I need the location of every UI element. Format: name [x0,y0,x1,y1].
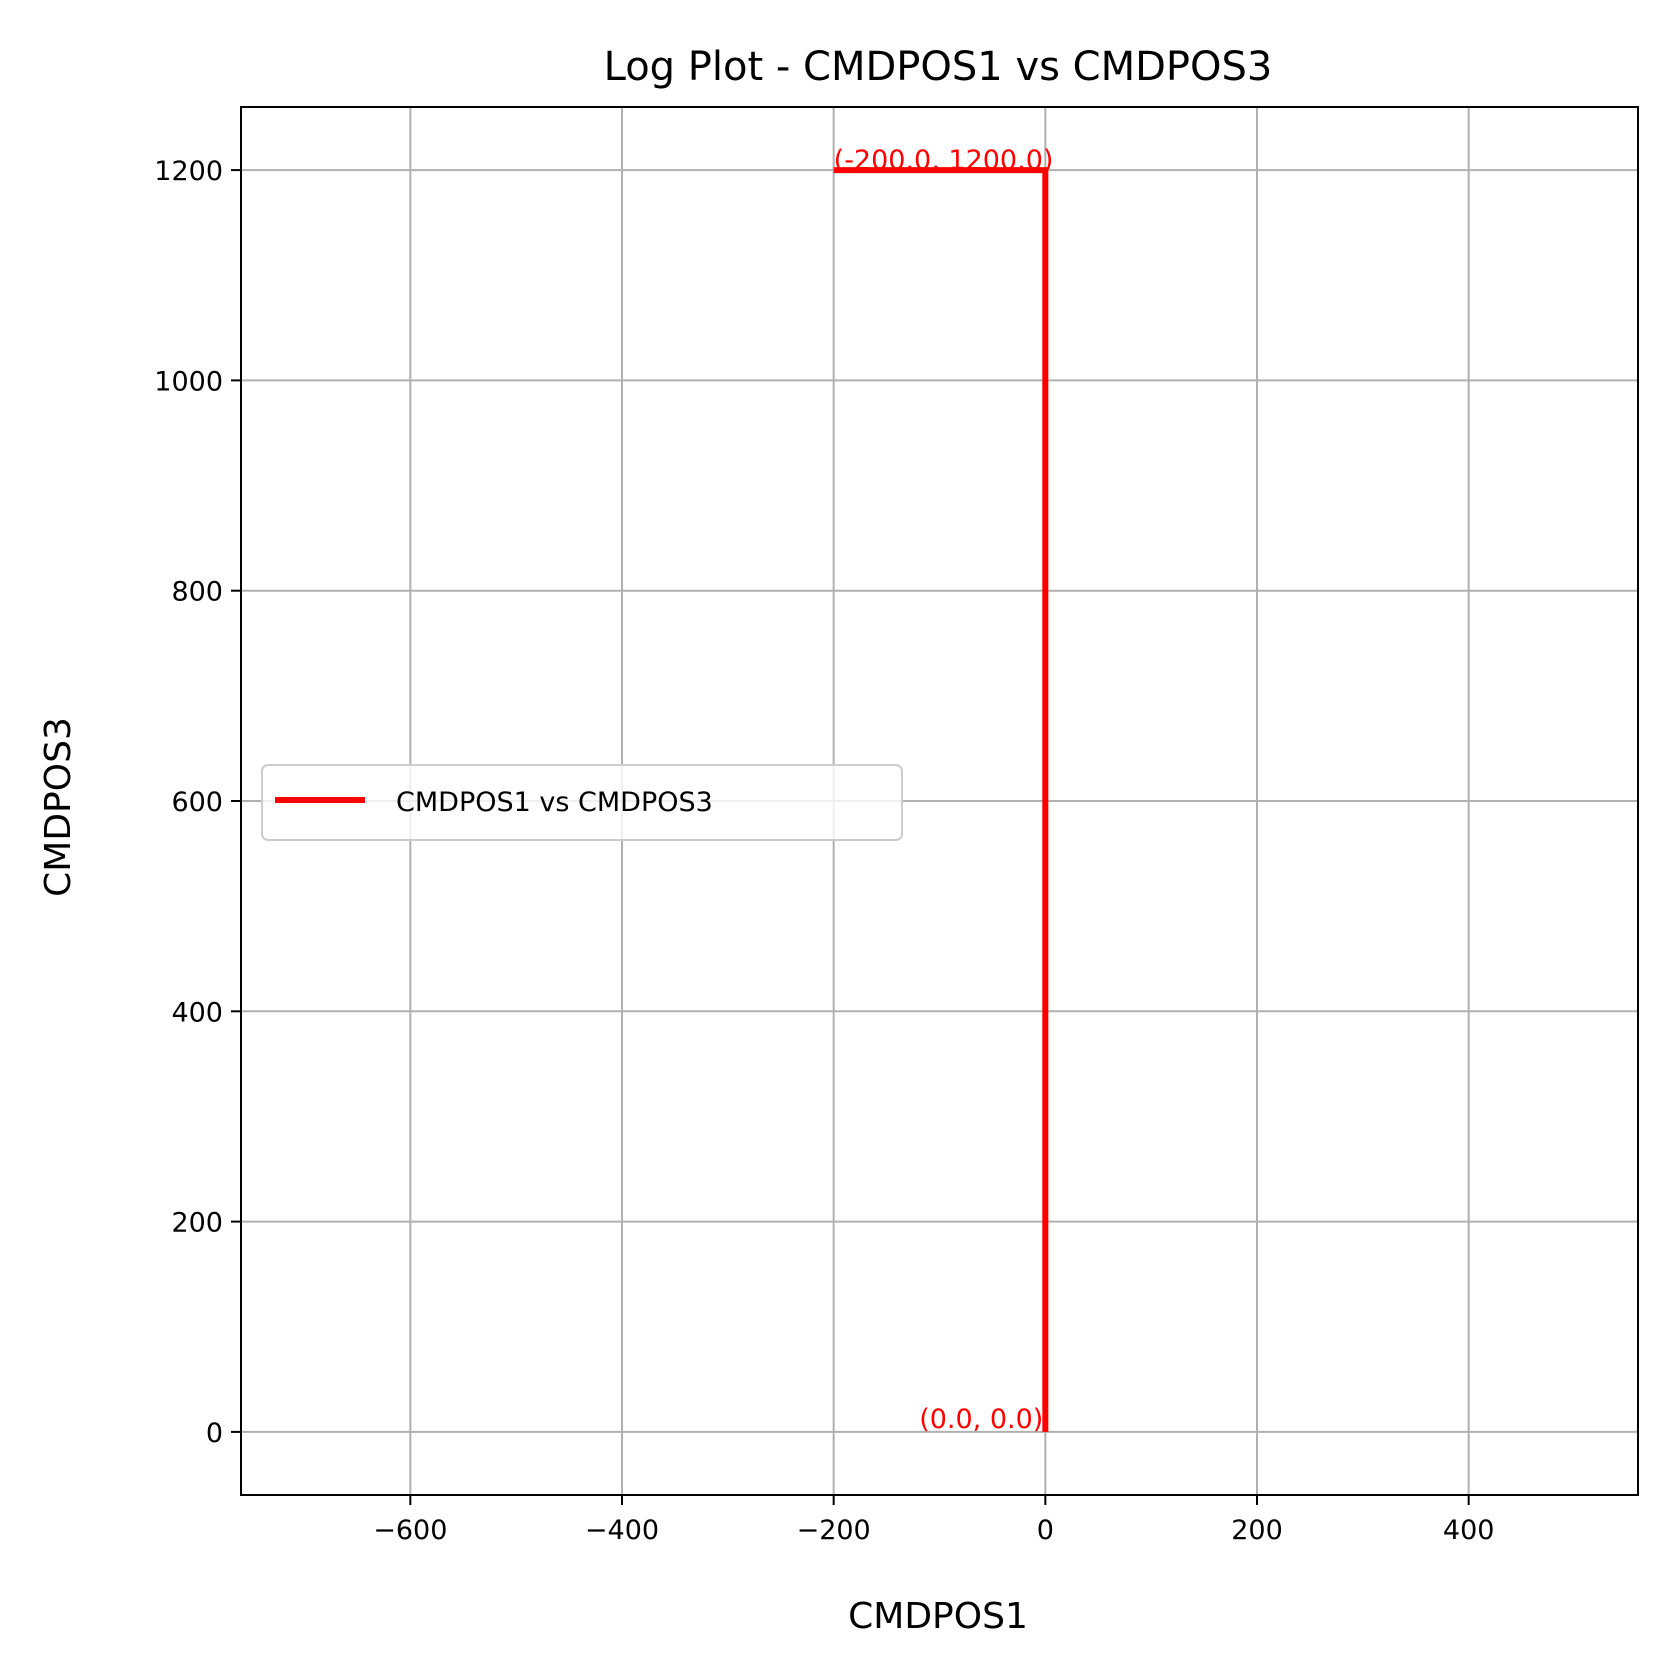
legend: CMDPOS1 vs CMDPOS3 [261,764,903,841]
y-tick-label: 800 [171,577,223,608]
point-annotation: (0.0, 0.0) [919,1404,1043,1435]
x-tick-label: 400 [1443,1515,1495,1546]
y-axis-label: CMDPOS3 [38,717,79,897]
y-tick-label: 200 [171,1208,223,1239]
series-line [833,167,1049,1432]
y-tick-label: 1000 [154,366,223,397]
tick-layer: −600 −400 −200 0 200 400 0 200 400 600 800 1000 1200 [154,156,1494,1546]
x-tick-label: −600 [373,1515,447,1546]
x-tick-label: 0 [1037,1515,1054,1546]
y-tick-label: 400 [171,997,223,1028]
chart-title: Log Plot - CMDPOS1 vs CMDPOS3 [604,44,1273,90]
y-tick-label: 600 [171,787,223,818]
legend-label: CMDPOS1 vs CMDPOS3 [396,787,713,818]
series-layer [833,167,1049,1432]
legend-box [261,764,903,841]
point-annotation: (-200.0, 1200.0) [834,145,1054,176]
x-tick-label: 200 [1231,1515,1283,1546]
y-tick-label: 0 [206,1418,223,1449]
annotation-layer: (-200.0, 1200.0) (0.0, 0.0) [834,145,1054,1435]
x-tick-label: −200 [797,1515,871,1546]
x-axis-label: CMDPOS1 [848,1596,1028,1637]
y-tick-label: 1200 [154,156,223,187]
x-tick-label: −400 [585,1515,659,1546]
